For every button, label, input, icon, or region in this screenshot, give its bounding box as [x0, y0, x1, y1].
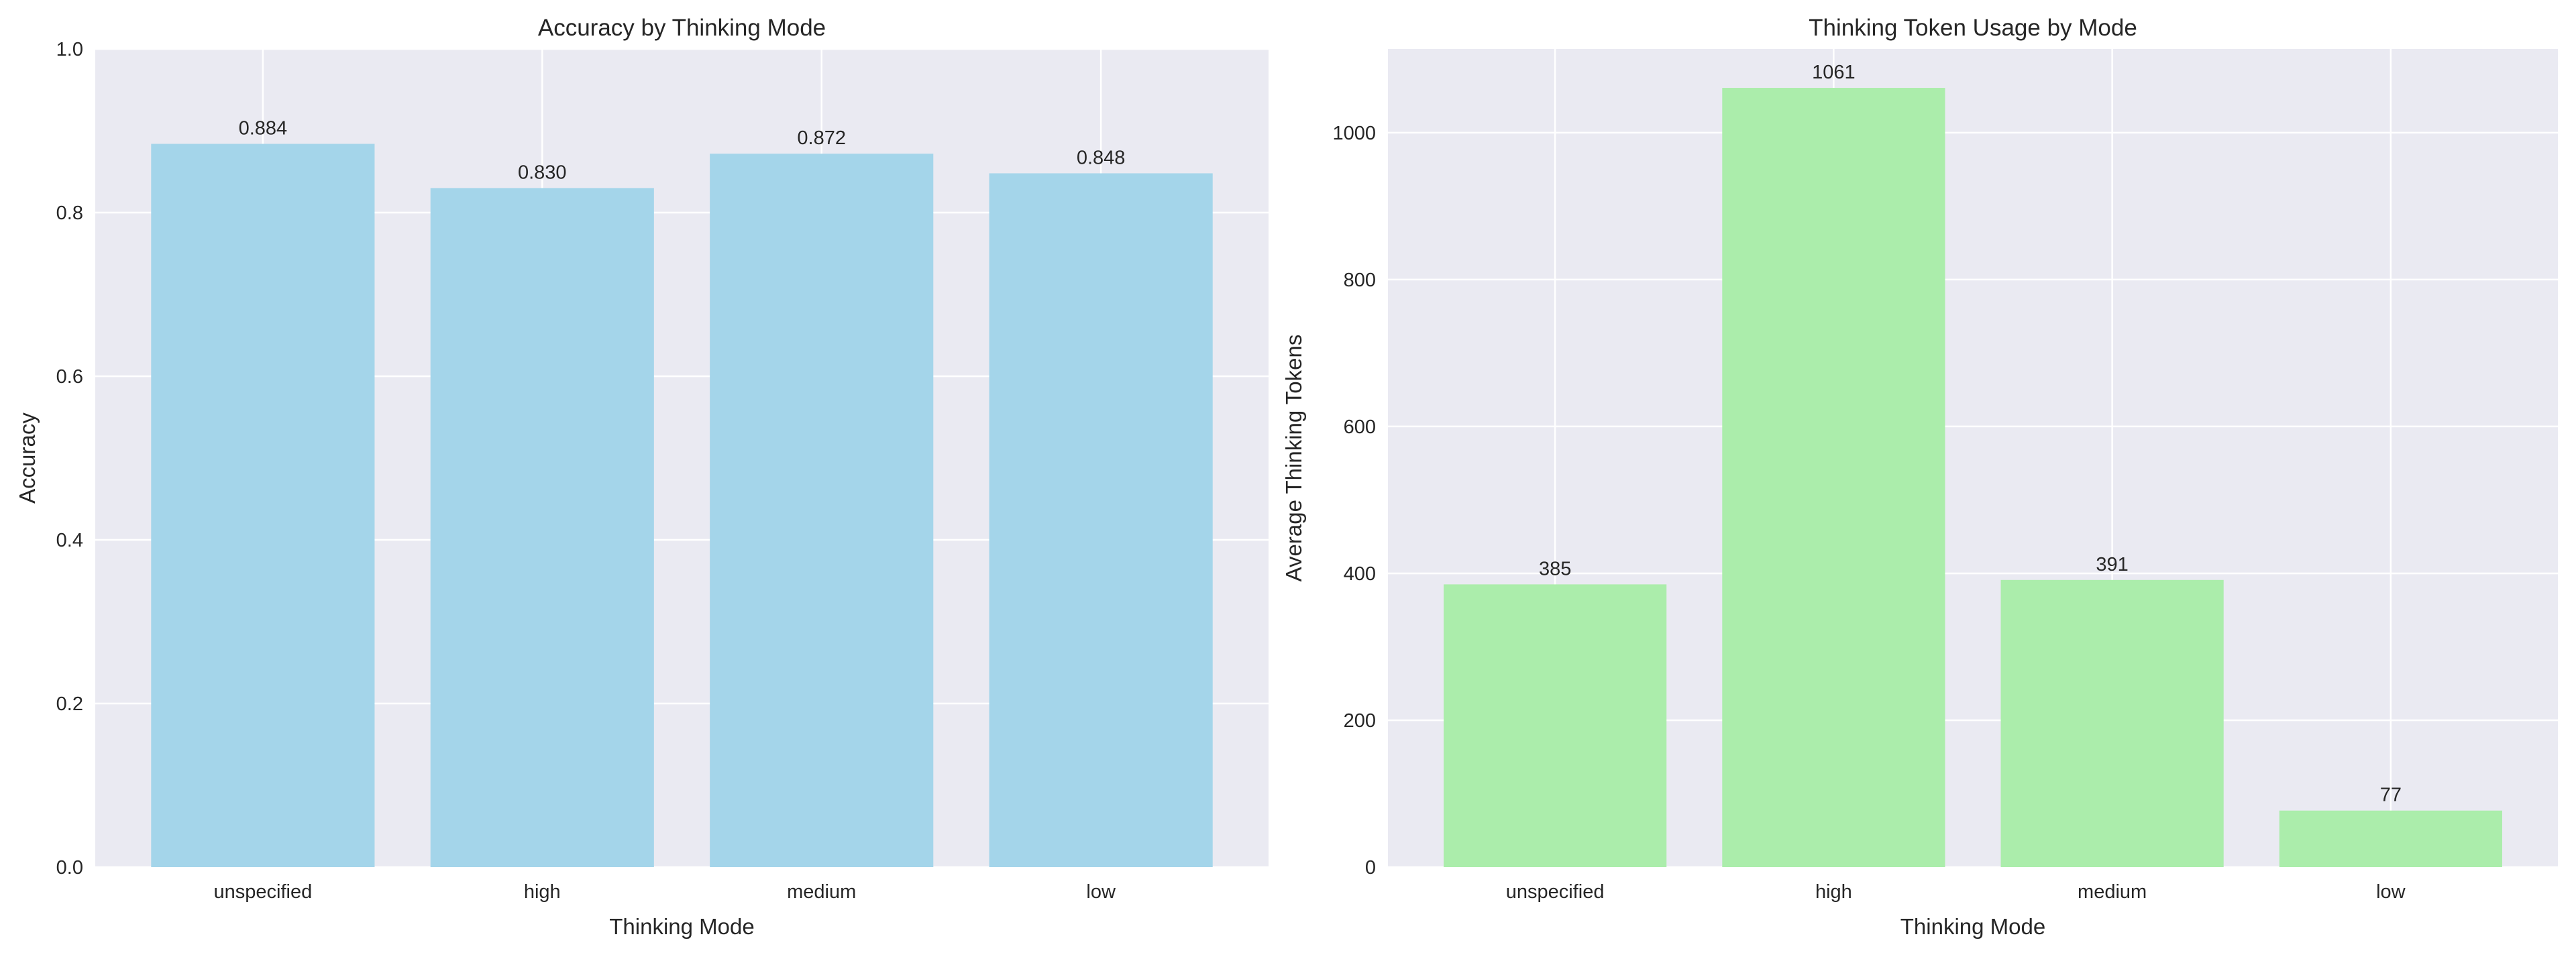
- y-tick-label: 1000: [1332, 123, 1376, 144]
- bar-unspecified: [151, 144, 375, 867]
- data-label: 385: [1539, 558, 1571, 579]
- y-tick-label: 800: [1344, 270, 1376, 291]
- subplot-2: 0 200 400 600 800 1000 385 unspecified 1061 high 3…: [1281, 15, 2558, 939]
- y-tick-label: 0.2: [56, 693, 83, 715]
- y-tick-label: 600: [1344, 416, 1376, 438]
- x-tick-label: unspecified: [213, 881, 312, 903]
- data-label: 1061: [1812, 62, 1856, 83]
- x-tick-label: high: [524, 881, 561, 903]
- bar-unspecified: [1444, 584, 1667, 867]
- y-tick-label: 200: [1344, 710, 1376, 732]
- data-label: 0.830: [518, 162, 567, 183]
- data-label: 77: [2380, 785, 2402, 806]
- x-tick-label: medium: [787, 881, 856, 903]
- x-tick-label: high: [1815, 881, 1852, 903]
- y-axis-label: Average Thinking Tokens: [1281, 335, 1306, 582]
- chart-title: Thinking Token Usage by Mode: [1809, 15, 2137, 41]
- bar-low: [989, 173, 1213, 868]
- data-label: 0.848: [1077, 147, 1126, 168]
- data-label: 0.884: [239, 118, 288, 139]
- y-tick-label: 0.8: [56, 203, 83, 224]
- bar-medium: [2000, 579, 2224, 867]
- y-tick-label: 400: [1344, 563, 1376, 585]
- x-tick-label: low: [2376, 881, 2406, 903]
- chart-title: Accuracy by Thinking Mode: [538, 15, 826, 41]
- data-label: 0.872: [797, 127, 846, 149]
- x-tick-label: unspecified: [1506, 881, 1605, 903]
- bar-high: [1722, 88, 1945, 867]
- bar-low: [2279, 810, 2502, 867]
- y-tick-label: 1.0: [56, 39, 83, 60]
- subplot-1: 0.0 0.2 0.4 0.6 0.8 1.0 0.884 unspecified 0.830 h…: [15, 15, 1269, 939]
- x-tick-label: low: [1086, 881, 1116, 903]
- x-axis-label: Thinking Mode: [1900, 914, 2045, 939]
- x-tick-label: medium: [2078, 881, 2147, 903]
- data-label: 391: [2096, 554, 2128, 575]
- y-axis-label: Accuracy: [15, 412, 40, 504]
- bar-medium: [710, 154, 934, 867]
- bar-high: [430, 188, 654, 867]
- y-tick-label: 0.0: [56, 857, 83, 879]
- y-tick-label: 0.4: [56, 530, 83, 551]
- y-tick-label: 0: [1365, 857, 1376, 879]
- x-axis-label: Thinking Mode: [609, 914, 754, 939]
- y-tick-label: 0.6: [56, 366, 83, 388]
